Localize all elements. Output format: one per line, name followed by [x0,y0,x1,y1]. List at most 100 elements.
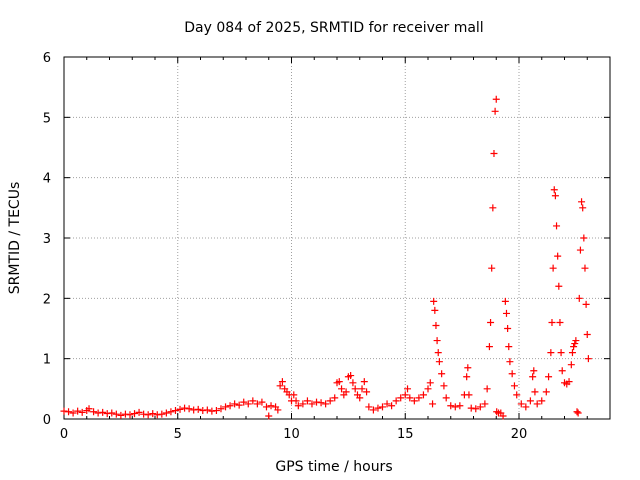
data-point [267,402,275,410]
x-tick-label: 5 [174,427,182,442]
data-point [342,388,350,396]
y-tick-label: 4 [43,172,51,187]
data-point [222,403,230,411]
data-point [103,410,111,418]
data-point [99,408,107,416]
data-point [493,408,501,416]
data-point [94,409,102,417]
data-point [501,297,509,305]
x-tick-label: 20 [511,427,528,442]
data-point [401,391,409,399]
data-point [419,391,427,399]
data-point [582,300,590,308]
data-point [576,246,584,254]
data-point [351,385,359,393]
data-point [472,405,480,413]
data-point [253,400,261,408]
data-point [240,398,248,406]
data-point [140,410,148,418]
data-point [571,340,579,348]
data-point [556,318,564,326]
data-point [435,358,443,366]
y-tick-label: 6 [43,51,51,66]
data-point [410,397,418,405]
data-point [490,150,498,158]
data-point [530,367,538,375]
y-tick-label: 5 [43,111,51,126]
data-point [397,394,405,402]
data-point [575,294,583,302]
data-point [542,388,550,396]
data-point [485,343,493,351]
data-point [265,412,273,420]
data-point [508,370,516,378]
data-point [181,404,189,412]
data-point [167,408,175,416]
data-point [465,391,473,399]
data-point [313,398,321,406]
chart-title: Day 084 of 2025, SRMTID for receiver mal… [184,20,483,36]
data-point [557,349,565,357]
data-point [456,402,464,410]
data-point [190,406,198,414]
data-point [203,406,211,414]
data-point [171,407,179,415]
data-point [85,405,93,413]
data-point [383,400,391,408]
data-point [231,400,239,408]
data-point [162,409,170,417]
data-point [292,397,300,405]
data-point [158,410,166,418]
data-point [65,408,73,416]
x-axis-label: GPS time / hours [275,459,392,475]
data-point [517,400,525,408]
data-point [487,318,495,326]
data-point [131,410,139,418]
data-point [274,406,282,414]
data-point [505,343,513,351]
x-tick-label: 10 [283,427,300,442]
data-point [374,404,382,412]
data-point [547,349,555,357]
data-point [60,407,68,415]
data-point [483,385,491,393]
data-point [572,337,580,345]
data-point [290,391,298,399]
data-point [565,378,573,386]
data-point [199,407,207,415]
data-point [365,403,373,411]
data-point [584,355,592,363]
data-point [491,107,499,115]
data-point [149,410,157,418]
x-tick-label: 15 [397,427,414,442]
data-point [356,394,364,402]
data-point [294,402,302,410]
data-point [226,402,234,410]
data-point [74,407,82,415]
y-axis-label: SRMTID / TECUs [7,182,23,295]
data-point [431,306,439,314]
data-point [492,95,500,103]
data-point [262,403,270,411]
data-point [338,385,346,393]
data-point [278,378,286,386]
data-point [117,411,125,419]
data-point [451,403,459,411]
data-point [303,397,311,405]
data-point [347,372,355,380]
data-point [554,252,562,260]
data-point [424,385,432,393]
data-point [579,204,587,212]
data-series [60,95,592,420]
data-point [360,378,368,386]
y-tick-label: 1 [43,353,51,368]
data-point [135,408,143,416]
data-point [447,402,455,410]
y-tick-label: 0 [43,413,51,428]
data-point [326,397,334,405]
data-point [108,409,116,417]
data-point [126,411,134,419]
data-point [581,264,589,272]
data-point [379,403,386,411]
data-point [506,358,514,366]
